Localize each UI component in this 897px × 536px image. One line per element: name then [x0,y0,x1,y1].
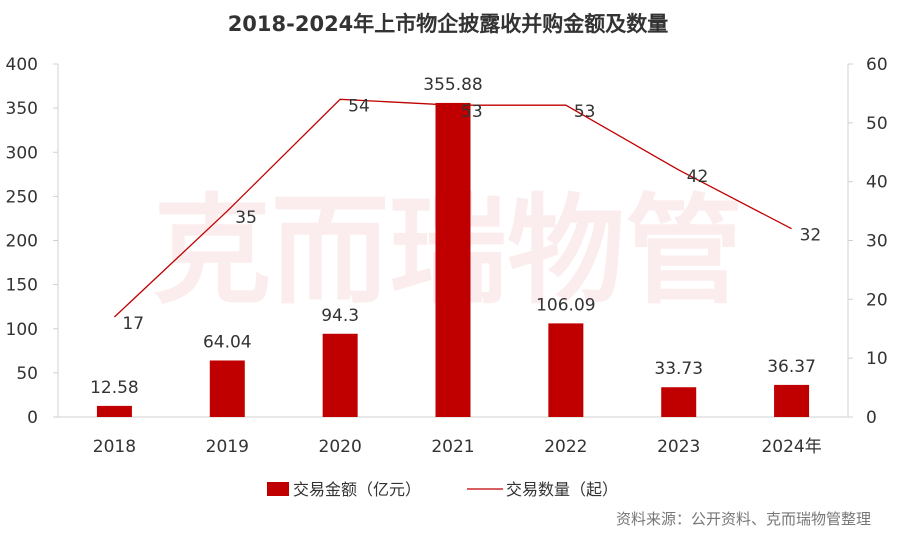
line-series-count [113,98,792,318]
x-tick-label: 2024年 [761,437,821,457]
bar [661,387,697,417]
right-tick-label: 40 [866,173,888,193]
x-tick-label: 2020 [319,437,362,457]
plot-area: 0 50 100 150 200 250 300 350 400 0 10 20 30 40 50 60 201… [6,55,888,457]
bar-data-label: 94.3 [321,306,359,326]
bar-data-label: 36.37 [767,357,816,377]
bar-data-label: 33.73 [654,359,703,379]
bar-data-label: 355.88 [423,75,482,95]
bar [209,360,245,417]
line-data-label: 32 [800,226,822,246]
chart-title: 2018-2024年上市物企披露收并购金额及数量 [228,12,669,36]
right-tick-label: 20 [866,290,888,310]
left-tick-label: 50 [16,364,38,384]
bar [322,333,358,417]
left-tick-label: 300 [6,143,38,163]
bar-data-label: 12.58 [90,378,139,398]
right-tick-label: 30 [866,232,888,252]
right-tick-label: 60 [866,55,888,75]
legend-label-count: 交易数量（起） [506,480,618,499]
x-tick-label: 2021 [431,437,474,457]
left-tick-label: 350 [6,99,38,119]
left-tick-label: 400 [6,55,38,75]
left-tick-label: 250 [6,187,38,207]
line-data-label: 53 [461,102,483,122]
left-tick-label: 200 [6,232,38,252]
left-tick-label: 150 [6,276,38,296]
source-note: 资料来源：公开资料、克而瑞物管整理 [616,510,871,528]
right-tick-label: 10 [866,349,888,369]
bar [774,384,810,417]
x-tick-label: 2019 [206,437,249,457]
right-tick-label: 50 [866,114,888,134]
line-data-label: 54 [348,96,370,116]
bar [435,102,471,417]
line-data-label: 35 [235,208,257,228]
x-tick-label: 2018 [93,437,136,457]
x-tick-label: 2022 [544,437,587,457]
legend-label-amount: 交易金额（亿元） [293,480,421,499]
bar-data-label: 106.09 [536,295,595,315]
legend: 交易金额（亿元） 交易数量（起） [267,480,618,499]
x-tick-label: 2023 [657,437,700,457]
left-tick-label: 0 [27,408,38,428]
left-tick-label: 100 [6,320,38,340]
line-data-label: 42 [687,167,709,187]
bar-data-label: 64.04 [203,332,252,352]
right-tick-label: 0 [866,408,877,428]
legend-swatch-amount [267,482,289,496]
bar [548,323,584,417]
line-data-label: 53 [574,102,596,122]
bar [96,405,132,417]
line-data-label: 17 [122,314,144,334]
